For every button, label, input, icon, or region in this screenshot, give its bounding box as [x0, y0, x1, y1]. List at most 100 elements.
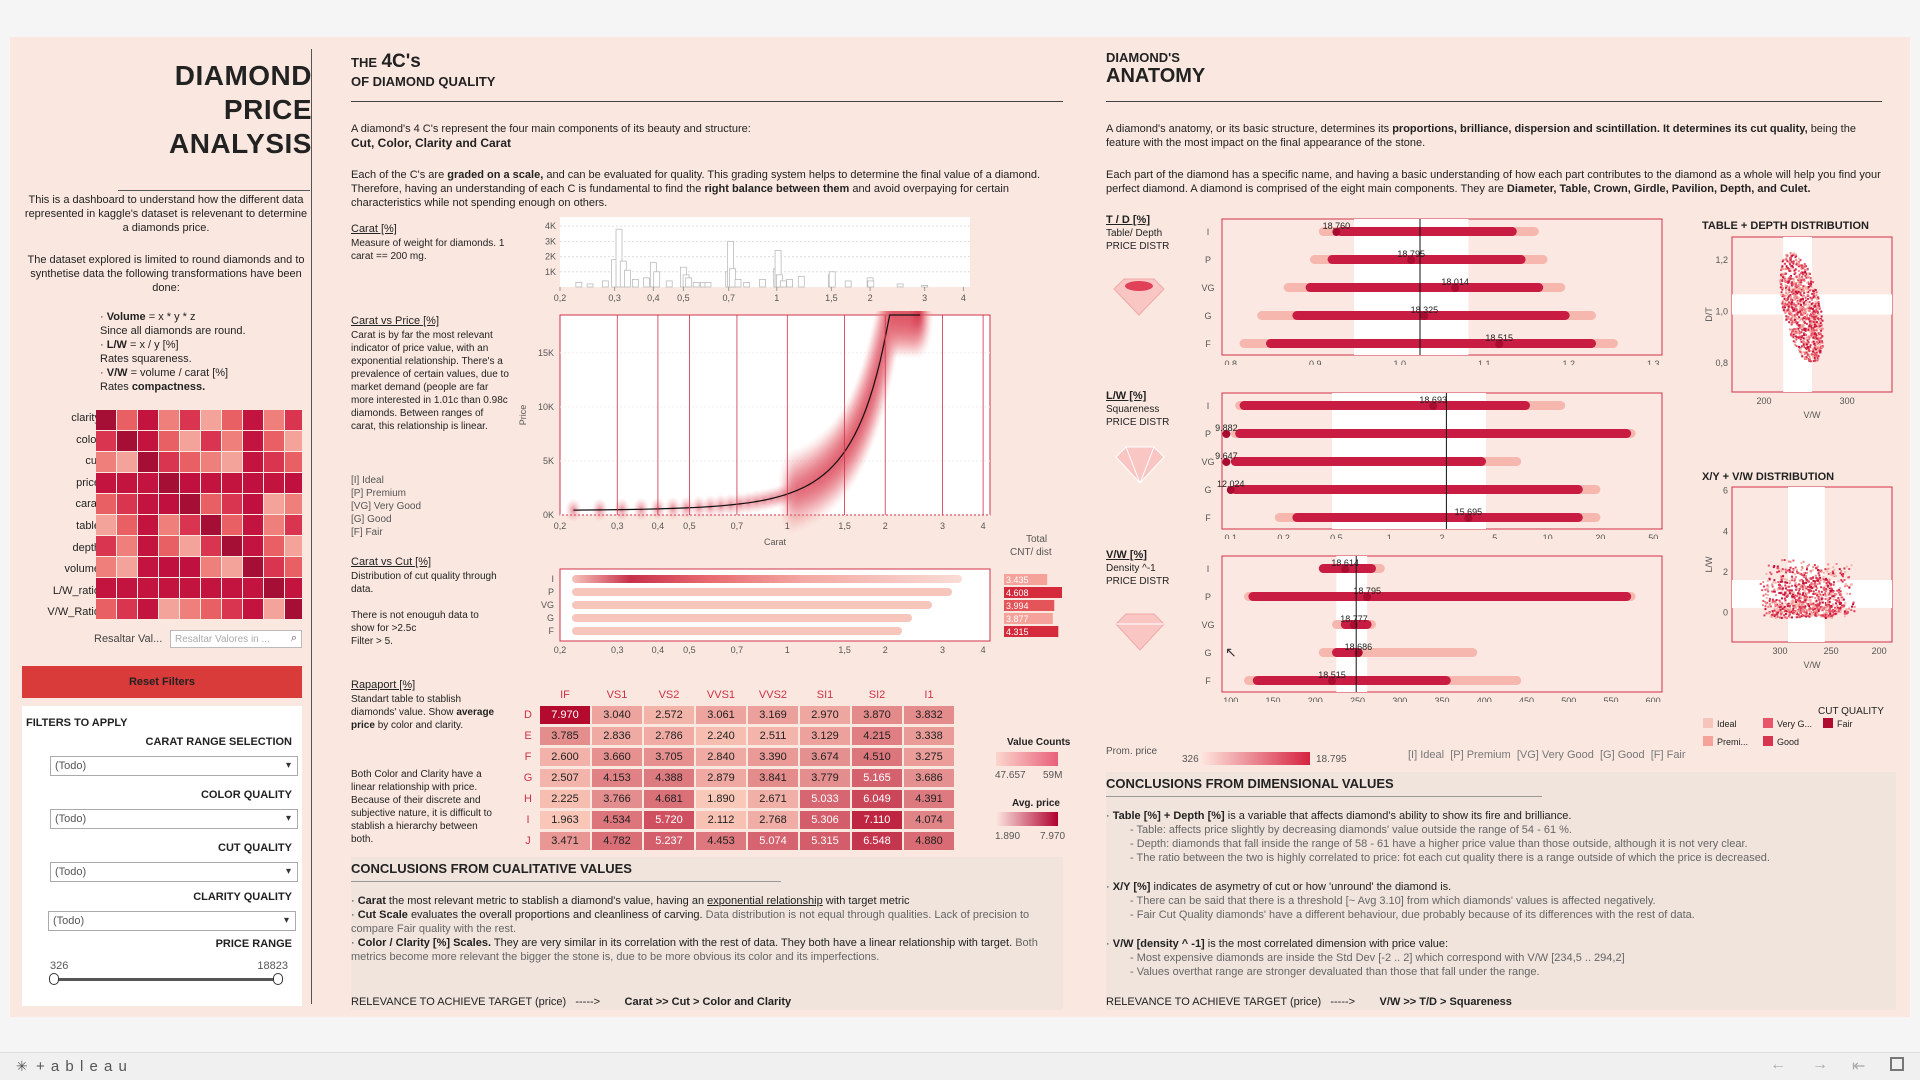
- rap-cell[interactable]: 6.548: [852, 832, 902, 850]
- rap-cell[interactable]: 4.510: [852, 748, 902, 766]
- rap-cell[interactable]: 6.049: [852, 790, 902, 808]
- dist-point: [1776, 613, 1779, 616]
- rap-cell[interactable]: 2.240: [696, 727, 746, 745]
- rap-cell[interactable]: 2.112: [696, 811, 746, 829]
- rap-cell[interactable]: 3.040: [592, 706, 642, 724]
- dist-point: [1792, 604, 1795, 607]
- rap-cell[interactable]: 3.766: [592, 790, 642, 808]
- rap-cell[interactable]: 5.165: [852, 769, 902, 787]
- price-slider-track[interactable]: [54, 978, 278, 981]
- rap-cell[interactable]: 4.782: [592, 832, 642, 850]
- hist-bar: [779, 280, 787, 288]
- rap-cell[interactable]: 3.870: [852, 706, 902, 724]
- rap-cell[interactable]: 5.237: [644, 832, 694, 850]
- corr-cell: [138, 578, 158, 598]
- rap-cell[interactable]: 4.153: [592, 769, 642, 787]
- rap-cell[interactable]: 3.275: [904, 748, 954, 766]
- rap-cell[interactable]: 3.169: [748, 706, 798, 724]
- rap-desc-2: Both Color and Clarity have a linear rel…: [351, 769, 492, 845]
- rap-cell[interactable]: 3.390: [748, 748, 798, 766]
- rap-cell[interactable]: 1.963: [540, 811, 590, 829]
- rap-cell[interactable]: 4.074: [904, 811, 954, 829]
- dist-point: [1815, 614, 1818, 617]
- rap-cell[interactable]: 1.890: [696, 790, 746, 808]
- rap-cell[interactable]: 3.674: [800, 748, 850, 766]
- rap-cell[interactable]: 2.507: [540, 769, 590, 787]
- rap-cell[interactable]: 2.671: [748, 790, 798, 808]
- rap-cell[interactable]: 4.453: [696, 832, 746, 850]
- cut-quality-legend-item[interactable]: Ideal: [1703, 718, 1737, 729]
- rap-cell[interactable]: 4.215: [852, 727, 902, 745]
- rap-cell[interactable]: 3.779: [800, 769, 850, 787]
- rap-cell[interactable]: 5.720: [644, 811, 694, 829]
- rap-cell[interactable]: 4.534: [592, 811, 642, 829]
- rap-cell[interactable]: 3.841: [748, 769, 798, 787]
- price-slider-min-handle[interactable]: [49, 973, 59, 985]
- rap-cell[interactable]: 2.768: [748, 811, 798, 829]
- rap-cell[interactable]: 2.836: [592, 727, 642, 745]
- rap-cell[interactable]: 2.572: [644, 706, 694, 724]
- revert-icon[interactable]: ⇤: [1852, 1058, 1866, 1075]
- dist-point: [1781, 295, 1784, 298]
- dist-point: [1831, 610, 1834, 613]
- rap-cell[interactable]: 2.840: [696, 748, 746, 766]
- dist-point: [1845, 565, 1848, 568]
- rap-cell[interactable]: 2.225: [540, 790, 590, 808]
- dist-point: [1792, 607, 1795, 610]
- rapaport-table[interactable]: IF VS1 VS2 VVS1 VVS2 SI1 SI2 I1 D 7.970 3.040 2.572…: [524, 686, 1000, 896]
- dist-point: [1810, 350, 1813, 353]
- rap-cell[interactable]: 5.074: [748, 832, 798, 850]
- cut-quality-legend-item[interactable]: Premi...: [1703, 736, 1748, 747]
- clarity-quality-select[interactable]: (Todo): [48, 911, 296, 931]
- dist-point: [1770, 605, 1773, 608]
- rap-cell[interactable]: 4.391: [904, 790, 954, 808]
- cut-quality-legend-item[interactable]: Very G...: [1763, 718, 1812, 729]
- rap-cell[interactable]: 3.832: [904, 706, 954, 724]
- rap-cell[interactable]: 2.786: [644, 727, 694, 745]
- rap-cell[interactable]: 5.033: [800, 790, 850, 808]
- cut-quality-select[interactable]: (Todo): [50, 862, 298, 882]
- reset-filters-button[interactable]: Reset Filters: [22, 666, 302, 698]
- rap-cell[interactable]: 2.970: [800, 706, 850, 724]
- rap-cell[interactable]: 2.600: [540, 748, 590, 766]
- rap-cell[interactable]: 3.061: [696, 706, 746, 724]
- corr-cell: [201, 452, 221, 472]
- rap-cell[interactable]: 3.660: [592, 748, 642, 766]
- undo-icon[interactable]: ←: [1770, 1056, 1786, 1073]
- rap-cell[interactable]: 5.306: [800, 811, 850, 829]
- rap-cell[interactable]: 3.129: [800, 727, 850, 745]
- rap-cell[interactable]: 4.880: [904, 832, 954, 850]
- fullscreen-icon[interactable]: [1890, 1057, 1904, 1071]
- rap-cell[interactable]: 3.338: [904, 727, 954, 745]
- rap-cell[interactable]: 7.110: [852, 811, 902, 829]
- rap-cell[interactable]: 2.511: [748, 727, 798, 745]
- correlation-matrix[interactable]: [96, 408, 302, 624]
- rap-cell[interactable]: 7.970: [540, 706, 590, 724]
- carat-range-select[interactable]: (Todo): [50, 756, 298, 776]
- rap-cell[interactable]: 4.388: [644, 769, 694, 787]
- avg-min: 1.890: [995, 831, 1021, 842]
- rap-cell[interactable]: 3.785: [540, 727, 590, 745]
- rap-cell[interactable]: 3.471: [540, 832, 590, 850]
- color-quality-select[interactable]: (Todo): [50, 809, 298, 829]
- highlight-input[interactable]: Resaltar Valores in ... ⌕: [170, 630, 302, 648]
- cut-quality-legend-item[interactable]: Good: [1763, 736, 1799, 747]
- rap-cell[interactable]: 3.705: [644, 748, 694, 766]
- dist-point: [1777, 580, 1780, 583]
- dist-point: [1797, 264, 1800, 267]
- redo-icon[interactable]: →: [1812, 1056, 1828, 1073]
- rap-cell[interactable]: 5.315: [800, 832, 850, 850]
- price-slider-max-handle[interactable]: [273, 973, 283, 985]
- cut-quality-legend-item[interactable]: Fair: [1823, 718, 1853, 729]
- rap-cell[interactable]: 3.686: [904, 769, 954, 787]
- rap-cell[interactable]: 4.681: [644, 790, 694, 808]
- rap-cell[interactable]: 2.879: [696, 769, 746, 787]
